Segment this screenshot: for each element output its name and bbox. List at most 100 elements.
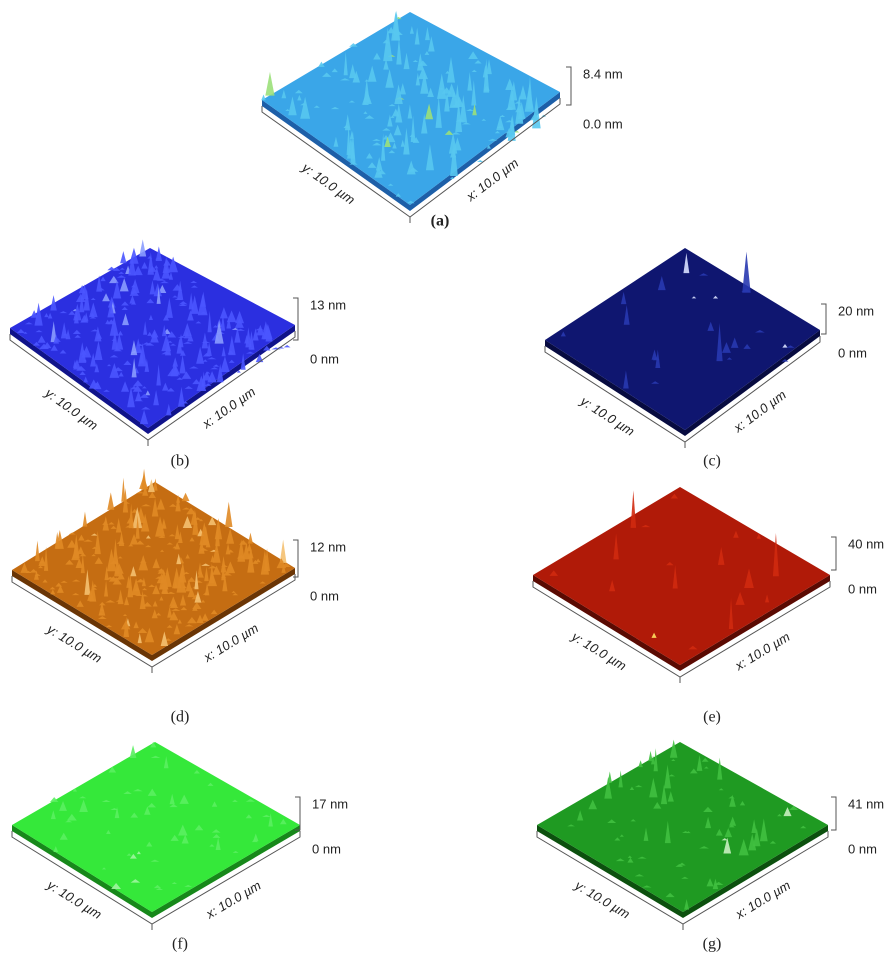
surface-peak bbox=[705, 816, 712, 829]
surface-peak bbox=[64, 820, 73, 823]
surface-peak bbox=[35, 330, 43, 333]
surface-peak bbox=[609, 579, 616, 592]
surface-peak bbox=[148, 491, 156, 498]
surface-peak bbox=[232, 850, 239, 853]
surface-peak bbox=[409, 26, 414, 34]
surface-peak bbox=[33, 570, 39, 580]
surface-peak bbox=[752, 827, 761, 847]
surface-peak bbox=[420, 71, 429, 94]
surface-peak bbox=[43, 546, 49, 571]
surface-peak bbox=[190, 280, 198, 283]
surface-peak bbox=[185, 554, 190, 559]
surface-peak bbox=[461, 122, 471, 125]
surface-peak bbox=[391, 11, 400, 41]
afm-panel: 20 nm0 nmy: 10.0 µm x: 10.0 µm(c) bbox=[544, 248, 874, 470]
surface-peak bbox=[97, 616, 107, 619]
surface-peak bbox=[367, 162, 377, 168]
surface-peak bbox=[16, 328, 25, 334]
surface-peak bbox=[159, 596, 164, 601]
surface-peak bbox=[158, 535, 166, 538]
surface-peak bbox=[124, 596, 130, 606]
surface-peak bbox=[168, 271, 174, 280]
surface-peak bbox=[499, 114, 506, 118]
surface-peak bbox=[130, 340, 138, 356]
surface-peak bbox=[68, 310, 76, 315]
surface-peak bbox=[169, 343, 177, 346]
surface-peak bbox=[140, 513, 150, 532]
surface-peak bbox=[467, 72, 473, 91]
surface-peak bbox=[107, 301, 115, 318]
surface-peak bbox=[83, 376, 89, 383]
surface-peak bbox=[147, 331, 153, 336]
surface-peak bbox=[214, 320, 224, 344]
surface-peak bbox=[407, 104, 413, 119]
surface-peak bbox=[149, 280, 156, 295]
surface-top bbox=[12, 742, 300, 912]
surface-peak bbox=[235, 328, 246, 331]
surface-peak bbox=[668, 774, 676, 777]
surface-peak bbox=[235, 310, 245, 324]
surface-peak bbox=[25, 570, 32, 574]
surface-peak bbox=[50, 344, 58, 351]
surface-peak bbox=[174, 297, 183, 301]
surface-peak bbox=[73, 303, 82, 321]
surface-peak bbox=[38, 556, 47, 567]
surface-peak bbox=[193, 769, 200, 774]
surface-peak bbox=[90, 533, 98, 536]
panel-label: (c) bbox=[703, 453, 721, 470]
surface-peak bbox=[150, 741, 157, 748]
surface-peak bbox=[94, 326, 102, 342]
surface-peak bbox=[83, 539, 93, 542]
surface-peak bbox=[252, 559, 259, 564]
surface-peak bbox=[261, 94, 266, 101]
surface-peak bbox=[777, 813, 782, 817]
surface-peak bbox=[667, 791, 674, 802]
surface-peak bbox=[387, 183, 394, 186]
surface-peak bbox=[483, 58, 490, 93]
surface-peak bbox=[201, 332, 209, 349]
z-scale bbox=[293, 539, 299, 578]
surface-peak bbox=[204, 566, 209, 582]
surface-peak bbox=[197, 570, 204, 578]
surface-peak bbox=[148, 314, 153, 320]
surface-peak bbox=[90, 297, 96, 300]
surface-peak bbox=[681, 876, 689, 879]
surface-peak bbox=[196, 614, 204, 623]
surface-peak bbox=[367, 65, 377, 82]
surface-peak bbox=[361, 102, 370, 106]
surface-peak bbox=[414, 27, 420, 45]
surface-peak bbox=[49, 797, 59, 803]
surface-peak bbox=[660, 784, 668, 805]
surface-peak bbox=[183, 330, 190, 339]
surface-peak bbox=[166, 591, 176, 594]
surface-peak bbox=[147, 479, 155, 493]
surface-peak bbox=[577, 810, 584, 821]
surface-peak bbox=[101, 867, 107, 870]
z-max-label: 41 nm bbox=[848, 796, 884, 811]
surface-peak bbox=[107, 296, 116, 308]
z-max-label: 40 nm bbox=[848, 536, 884, 551]
surface-peak bbox=[726, 357, 733, 360]
surface-peak bbox=[210, 609, 218, 615]
surface-peak bbox=[515, 94, 524, 124]
surface-peak bbox=[669, 739, 678, 758]
surface-peak bbox=[79, 371, 86, 375]
surface-peak bbox=[219, 307, 228, 319]
surface-peak bbox=[215, 837, 221, 850]
surface-peak bbox=[122, 613, 128, 616]
surface-peak bbox=[691, 296, 697, 299]
surface-peak bbox=[82, 511, 88, 527]
surface-peak bbox=[180, 606, 188, 611]
surface-peak bbox=[427, 87, 434, 98]
surface-peak bbox=[32, 341, 40, 346]
surface-peak bbox=[181, 371, 192, 379]
surface-peak bbox=[110, 525, 117, 529]
surface-peak bbox=[446, 56, 456, 83]
surface-peak bbox=[103, 389, 110, 392]
surface-peak bbox=[331, 68, 338, 73]
surface-peak bbox=[343, 51, 348, 76]
surface-peak bbox=[265, 328, 273, 342]
surface-peak bbox=[339, 78, 350, 81]
surface-peak bbox=[144, 627, 155, 643]
